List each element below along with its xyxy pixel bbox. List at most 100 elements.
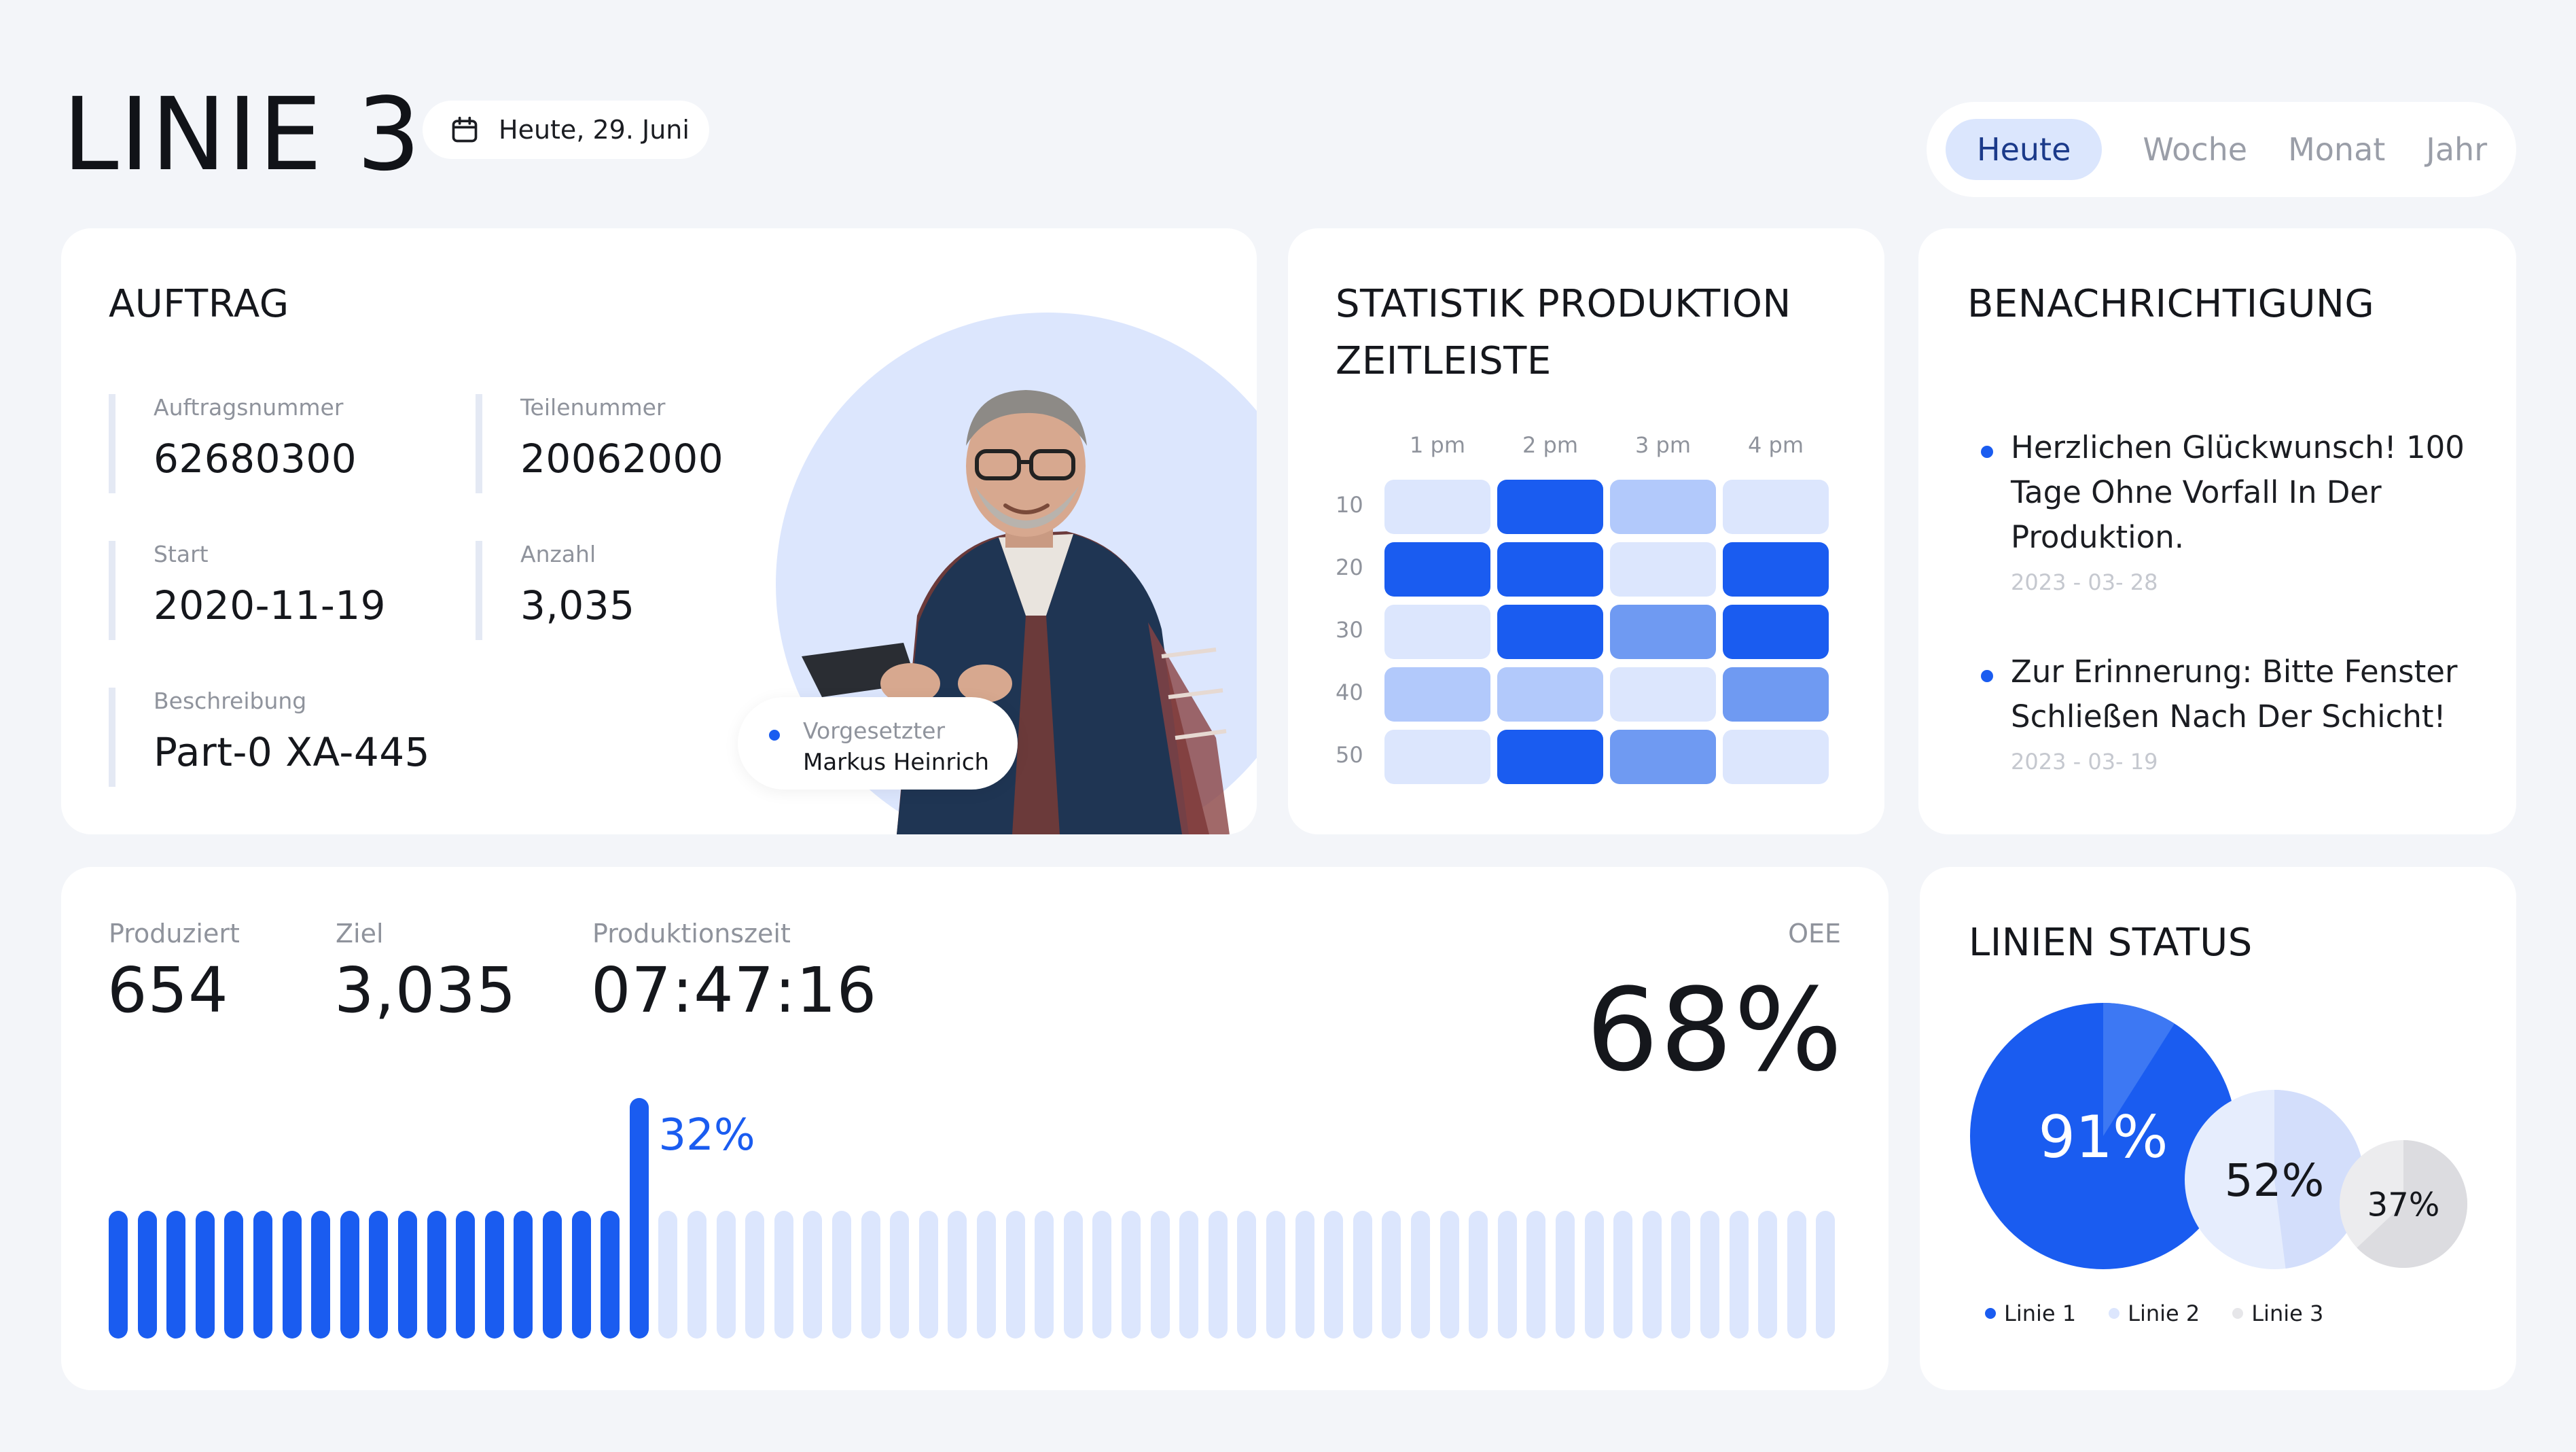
tab-woche[interactable]: Woche [2143,131,2248,168]
linien-status-title: LINIEN STATUS [1969,921,2253,965]
progress-bar-segment [1324,1211,1344,1339]
heatmap-cell[interactable] [1384,667,1490,722]
progress-bar-segment [224,1211,244,1339]
progress-bar-segment [1613,1211,1633,1339]
progress-bar-segment [1439,1211,1459,1339]
progress-bar-segment [109,1211,128,1339]
legend-item-linie-3: Linie 3 [2232,1300,2323,1326]
statistik-card: STATISTIK PRODUKTION ZEITLEISTE 1 pm 2 pm… [1288,228,1884,834]
supervisor-label: Vorgesetzter [803,718,946,744]
legend-label: Linie 2 [2128,1300,2200,1326]
auftrag-title: AUFTRAG [109,282,289,326]
heatmap-cell[interactable] [1723,542,1829,597]
progress-bar-segment [1758,1211,1778,1339]
heatmap-cell[interactable] [1723,730,1829,784]
field-start: Start 2020-11-19 [109,541,386,640]
field-value: 62680300 [154,436,357,482]
heatmap-cell[interactable] [1723,480,1829,534]
line-status-slice [2357,1140,2467,1268]
oee-label: OEE [1788,919,1841,949]
progress-bar-segment [195,1211,215,1339]
progress-bar-segment [1150,1211,1170,1339]
tab-monat[interactable]: Monat [2288,131,2386,168]
supervisor-name: Markus Heinrich [803,749,990,776]
field-label: Beschreibung [154,688,307,714]
heatmap-cell[interactable] [1610,480,1716,534]
field-value: 2020-11-19 [154,582,387,628]
notification-message: Zur Erinnerung: Bitte Fenster Schließen … [2011,654,2458,734]
progress-bar-segment [1353,1211,1372,1339]
heatmap-cell[interactable] [1610,730,1716,784]
progress-bar-segment [948,1211,967,1339]
field-value: 3,035 [520,582,635,628]
heatmap-cell[interactable] [1610,605,1716,659]
legend-item-linie-1: Linie 1 [1985,1300,2076,1326]
ziel-value: 3,035 [334,954,517,1027]
produktionszeit-value: 07:47:16 [591,954,878,1027]
progress-bar-segment [1556,1211,1575,1339]
progress-bar-segment [1237,1211,1257,1339]
heatmap-cell[interactable] [1497,605,1603,659]
calendar-icon [452,116,478,143]
progress-bar-segment [1526,1211,1546,1339]
heatmap-cell[interactable] [1384,480,1490,534]
field-beschreibung: Beschreibung Part-0 XA-445 [109,688,430,787]
notification-date: 2023 - 03- 19 [2011,749,2158,775]
progress-bar-segment [1208,1211,1228,1339]
notification-dot [1981,670,1993,682]
progress-bar-segment [1179,1211,1199,1339]
field-value: 20062000 [520,436,724,482]
heatmap-cell[interactable] [1723,667,1829,722]
linien-status-card: LINIEN STATUS 91% 52% 37% Linie 1 Linie 2 … [1920,867,2516,1390]
heatmap-cell[interactable] [1497,667,1603,722]
progress-bar-segment [166,1211,186,1339]
heatmap-row-label: 10 [1336,492,1363,518]
progress-bar-segment [629,1098,649,1339]
date-picker[interactable]: Heute, 29. Juni [423,101,709,159]
legend-label: Linie 3 [2251,1300,2324,1326]
tab-jahr[interactable]: Jahr [2426,131,2488,168]
heatmap-cell[interactable] [1610,667,1716,722]
progress-bar-segment [745,1211,765,1339]
linien-status-chart: 91% 52% 37% [1970,1003,2467,1269]
heatmap-cell[interactable] [1723,605,1829,659]
supervisor-badge: Vorgesetzter Markus Heinrich [738,697,1018,790]
progress-bar-segment [1411,1211,1430,1339]
field-teilenummer: Teilenummer 20062000 [476,394,723,493]
heatmap-cell[interactable] [1497,542,1603,597]
notification-dot [1981,446,1993,458]
heatmap-cell[interactable] [1384,605,1490,659]
heatmap-cell[interactable] [1384,730,1490,784]
field-label: Anzahl [520,541,596,567]
notifications-title: BENACHRICHTIGUNG [1967,282,2375,326]
progress-bar-segment [1295,1211,1314,1339]
legend-dot [1985,1308,1996,1319]
line-status-value: 52% [2225,1154,2325,1207]
progress-bar-segment [427,1211,446,1339]
line-status-value: 37% [2367,1186,2440,1224]
progress-bar-segment [137,1211,157,1339]
progress-bar-segment [484,1211,504,1339]
tab-heute[interactable]: Heute [1946,119,2103,180]
notification-item[interactable]: Herzlichen Glückwunsch! 100 Tage Ohne Vo… [1981,425,2514,595]
progress-bar-segment [1092,1211,1112,1339]
notification-message: Herzlichen Glückwunsch! 100 Tage Ohne Vo… [2011,429,2465,555]
notification-item[interactable]: Zur Erinnerung: Bitte Fenster Schließen … [1981,650,2514,775]
heatmap-cell[interactable] [1610,542,1716,597]
heatmap-col-label: 4 pm [1747,432,1804,458]
progress-bar-segment [1642,1211,1662,1339]
progress-bar-segment [977,1211,996,1339]
heatmap-cell[interactable] [1384,542,1490,597]
progress-bar-segment [340,1211,359,1339]
produktionszeit-label: Produktionszeit [592,919,791,949]
heatmap-cell[interactable] [1497,480,1603,534]
progress-bar-segment [1469,1211,1488,1339]
auftrag-card: AUFTRAG Auftragsnummer 62680300 Teilenum… [61,228,1257,834]
progress-bar-segment [311,1211,331,1339]
supervisor-photo [802,390,1230,834]
heatmap-row-label: 40 [1336,679,1363,705]
heatmap-cell[interactable] [1497,730,1603,784]
progress-bar-segment [1700,1211,1719,1339]
progress-bar-segment [398,1211,417,1339]
field-auftragsnummer: Auftragsnummer 62680300 [109,394,357,493]
